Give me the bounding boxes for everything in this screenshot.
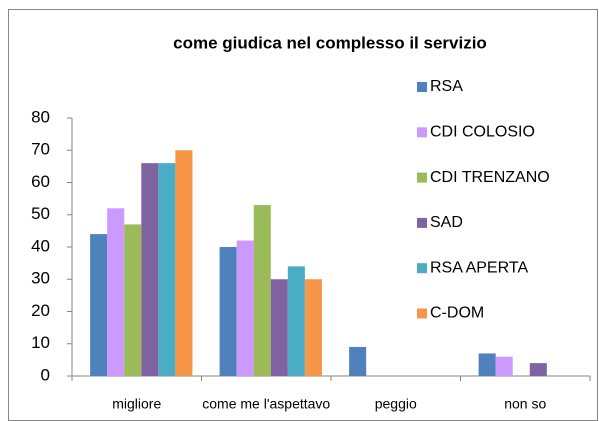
- y-tick-label: 30: [31, 269, 50, 288]
- bar: [158, 163, 176, 376]
- y-tick-label: 40: [31, 236, 50, 255]
- legend-swatch: [417, 172, 427, 183]
- bar: [270, 279, 288, 376]
- bar: [90, 234, 108, 376]
- x-tick-label: non so: [504, 396, 546, 412]
- bar: [141, 163, 159, 376]
- legend-label: CDI COLOSIO: [430, 124, 535, 141]
- legend-swatch: [417, 308, 427, 319]
- y-tick-label: 70: [31, 140, 50, 159]
- y-tick-label: 80: [31, 107, 50, 126]
- legend-label: SAD: [430, 214, 463, 231]
- legend-swatch: [417, 82, 427, 92]
- legend-swatch: [417, 263, 427, 274]
- legend-swatch: [417, 217, 427, 228]
- legend-label: CDI TRENZANO: [430, 169, 550, 186]
- x-tick-label: come me l'aspettavo: [202, 396, 330, 412]
- chart-title: come giudica nel complesso il servizio: [173, 33, 487, 52]
- bar: [304, 279, 322, 376]
- legend-swatch: [417, 127, 427, 138]
- legend-label: RSA APERTA: [430, 259, 528, 276]
- legend-label: RSA: [430, 78, 463, 95]
- bar: [175, 150, 193, 376]
- legend-label: C-DOM: [430, 305, 484, 322]
- y-tick-label: 50: [31, 204, 50, 223]
- bar: [478, 353, 496, 376]
- bar: [219, 247, 237, 376]
- bar: [124, 224, 142, 376]
- y-tick-label: 0: [41, 365, 50, 384]
- y-tick-label: 20: [31, 301, 50, 320]
- bar: [495, 356, 513, 376]
- bar: [107, 208, 125, 376]
- bar: [349, 346, 367, 376]
- bar: [236, 240, 254, 376]
- bar: [287, 266, 305, 376]
- y-tick-label: 10: [31, 333, 50, 352]
- bar: [529, 363, 547, 376]
- y-tick-label: 60: [31, 172, 50, 191]
- bar: [253, 205, 271, 376]
- x-tick-label: migliore: [112, 396, 161, 412]
- x-tick-label: peggio: [375, 396, 417, 412]
